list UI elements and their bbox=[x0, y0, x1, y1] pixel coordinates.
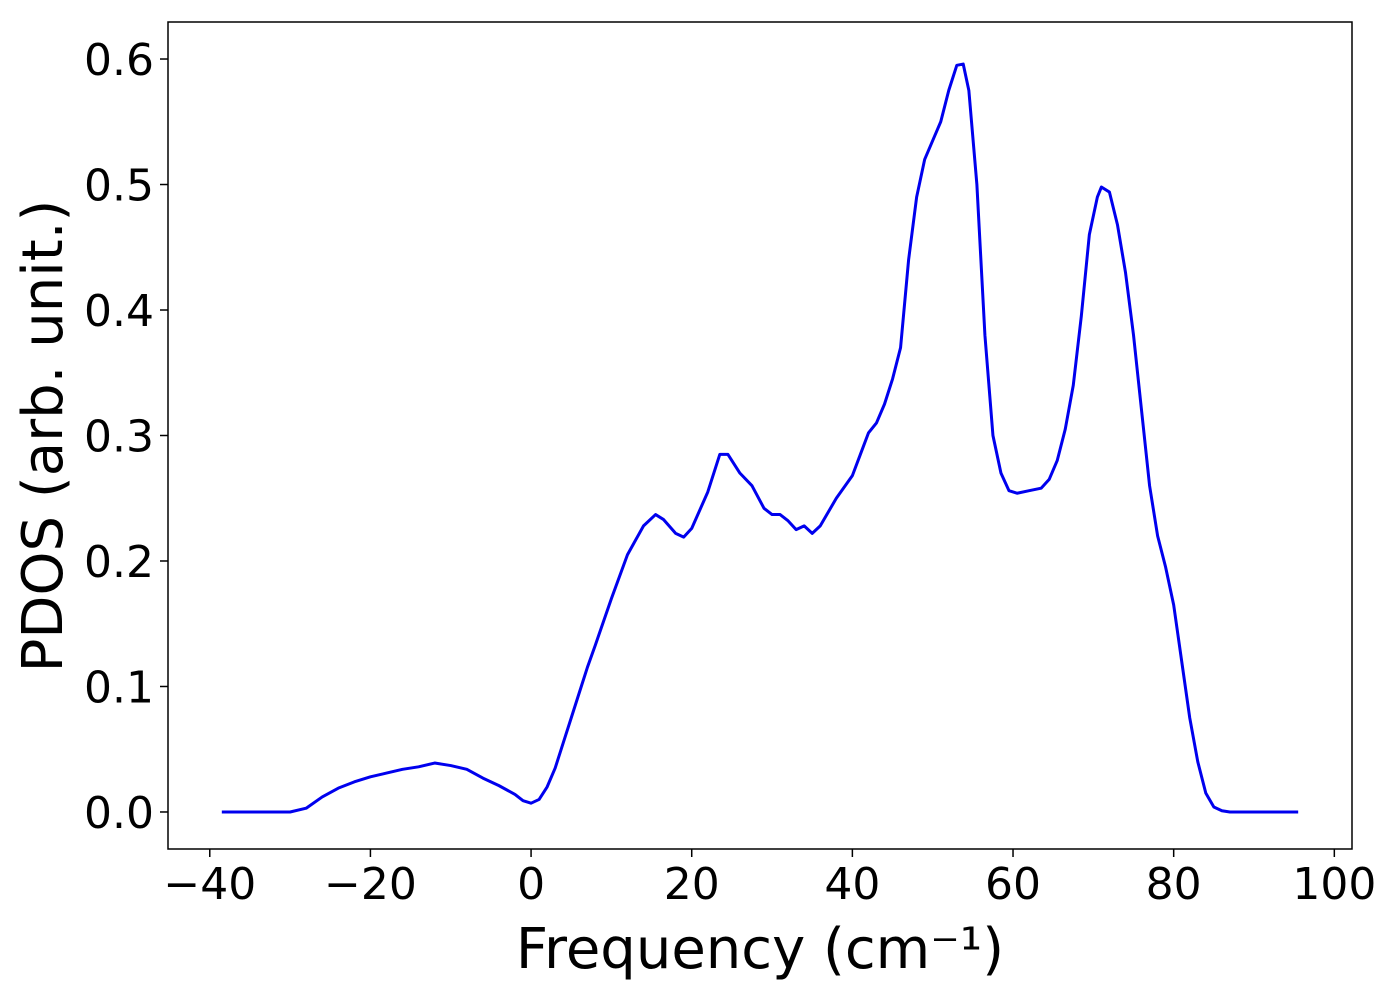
y-tick-label: 0.3 bbox=[84, 412, 154, 463]
x-tick-label: −40 bbox=[163, 859, 256, 910]
y-axis-label: PDOS (arb. unit.) bbox=[11, 200, 76, 673]
x-tick-label: 0 bbox=[517, 859, 545, 910]
y-tick-label: 0.2 bbox=[84, 537, 154, 588]
y-tick-label: 0.6 bbox=[84, 35, 154, 86]
y-tick-label: 0.4 bbox=[84, 286, 154, 337]
x-axis-label: Frequency (cm⁻¹) bbox=[516, 917, 1004, 982]
y-tick-label: 0.1 bbox=[84, 662, 154, 713]
x-tick-label: 60 bbox=[985, 859, 1041, 910]
plot-frame bbox=[167, 21, 1353, 850]
data-line bbox=[221, 62, 1299, 814]
x-tick-label: 20 bbox=[664, 859, 720, 910]
x-tick-label: 80 bbox=[1146, 859, 1202, 910]
x-tick-label: 40 bbox=[824, 859, 880, 910]
x-tick-label: −20 bbox=[324, 859, 417, 910]
y-tick-label: 0.5 bbox=[84, 161, 154, 212]
x-tick-label: 100 bbox=[1292, 859, 1376, 910]
y-tick-label: 0.0 bbox=[84, 788, 154, 839]
